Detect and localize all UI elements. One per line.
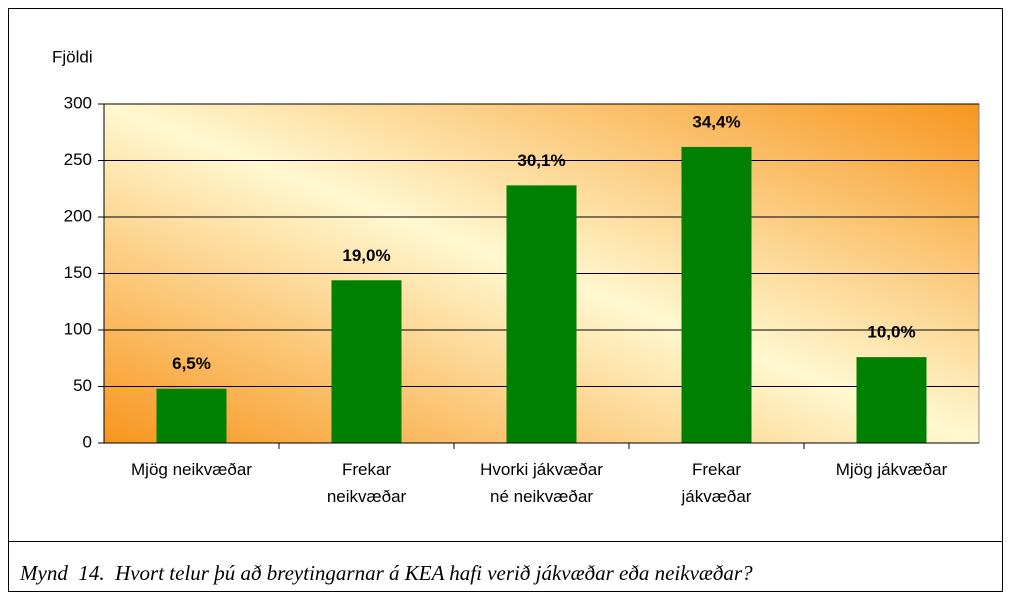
x-tick-label: Hvorki jákvæðar né neikvæðar xyxy=(480,460,603,506)
data-label: 6,5% xyxy=(172,354,211,373)
y-tick-label: 100 xyxy=(64,319,92,338)
y-tick-label: 50 xyxy=(73,376,92,395)
data-label: 34,4% xyxy=(692,112,740,131)
y-tick-label: 250 xyxy=(64,150,92,169)
bar xyxy=(506,185,577,444)
y-tick-label: 200 xyxy=(64,206,92,225)
data-label: 10,0% xyxy=(867,323,915,342)
y-tick-label: 300 xyxy=(64,93,92,112)
bar xyxy=(856,357,927,443)
x-tick-label: Mjög jákvæðar xyxy=(835,460,948,479)
bar xyxy=(331,280,402,443)
x-tick-label: Frekar neikvæðar xyxy=(326,460,407,506)
data-label: 30,1% xyxy=(517,151,565,170)
x-tick-label: Frekar jákvæðar xyxy=(681,460,752,506)
bar xyxy=(156,388,227,443)
y-tick-label: 0 xyxy=(83,432,92,451)
caption: Mynd 14. Hvort telur þú að breytingarnar… xyxy=(20,561,753,585)
y-tick-label: 150 xyxy=(64,263,92,282)
x-tick-label: Mjög neikvæðar xyxy=(131,460,252,479)
y-axis-label: Fjöldi xyxy=(52,47,93,66)
data-label: 19,0% xyxy=(342,246,390,265)
frame xyxy=(8,8,1003,592)
bar xyxy=(681,146,752,443)
